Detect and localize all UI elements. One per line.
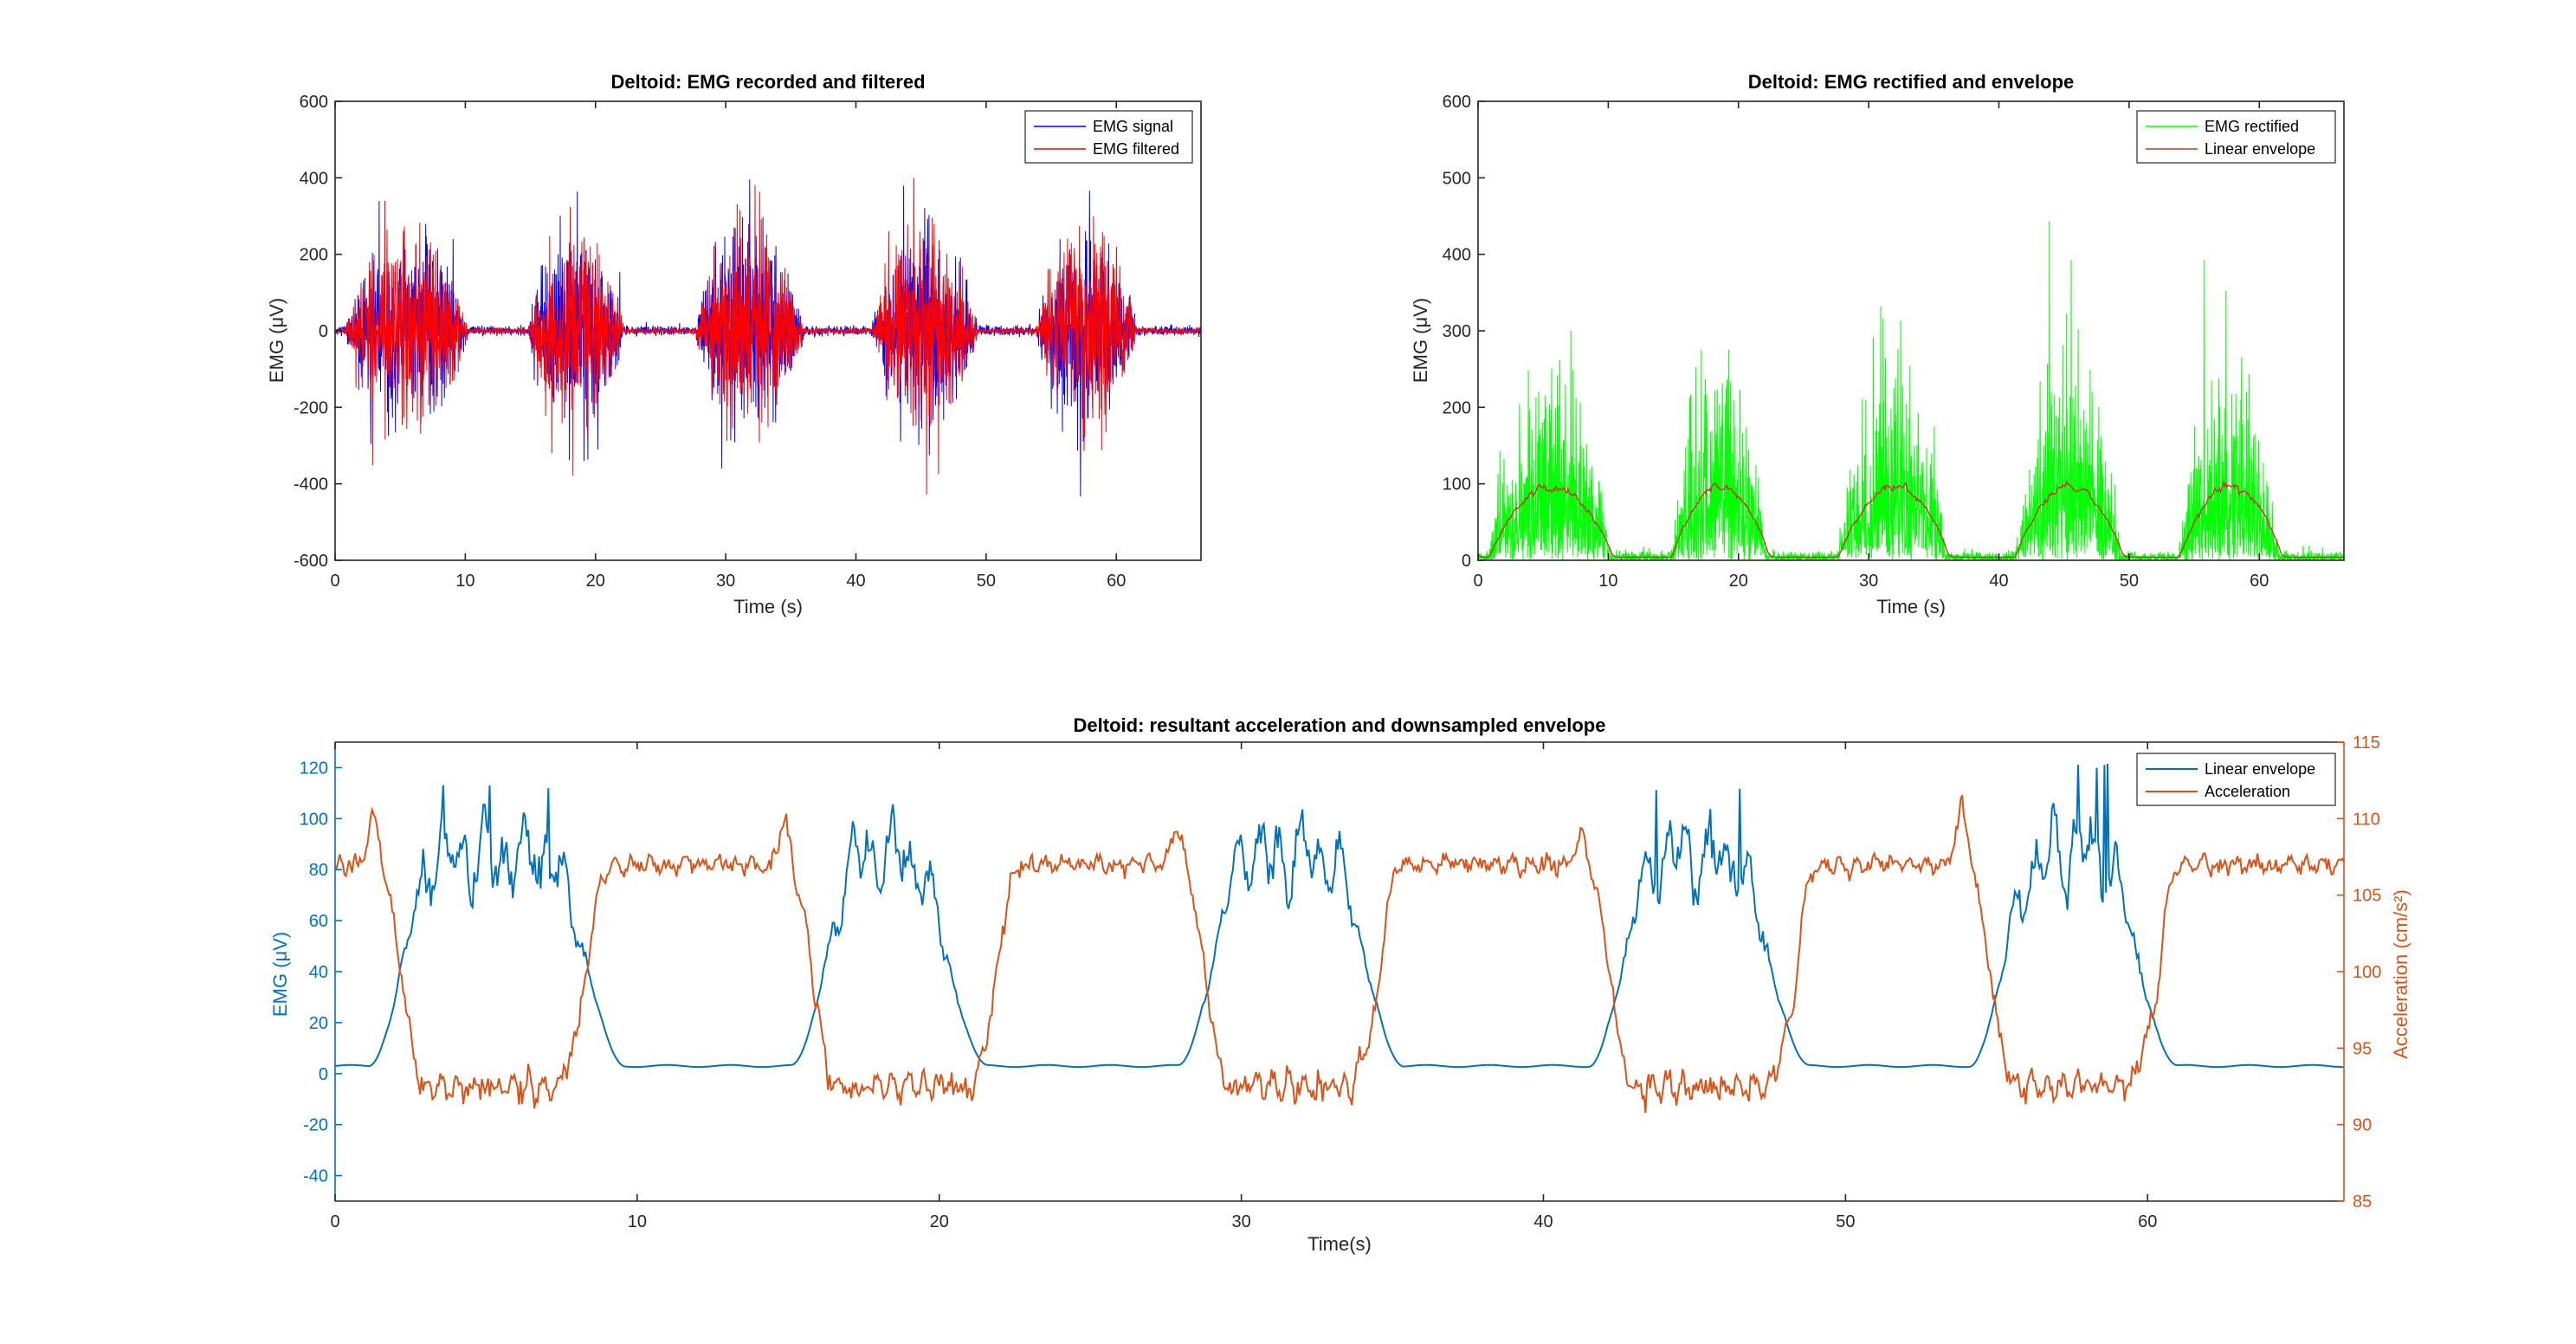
series-emg-filtered xyxy=(334,178,1202,495)
x-tick-label: 40 xyxy=(846,572,865,591)
x-tick-label: 20 xyxy=(586,572,605,591)
x-tick-label: 60 xyxy=(2250,572,2269,591)
y-tick-label: 0 xyxy=(319,1065,328,1084)
chart2-xlabel: Time (s) xyxy=(1876,596,1946,617)
chart-emg-recorded-filtered: Deltoid: EMG recorded and filtered 0 10 20… xyxy=(266,71,1202,617)
x-tick-label: 30 xyxy=(1231,1212,1250,1231)
x-tick-label: 60 xyxy=(2138,1212,2157,1231)
y-tick-label-right: 95 xyxy=(2353,1039,2372,1058)
x-tick-label: 30 xyxy=(1859,572,1878,591)
chart3-title: Deltoid: resultant acceleration and down… xyxy=(1074,714,1606,736)
y-tick-label-right: 85 xyxy=(2353,1192,2372,1212)
y-tick-label: 80 xyxy=(309,861,328,880)
y-tick-label: 20 xyxy=(309,1014,328,1033)
y-tick-label: 500 xyxy=(1443,169,1471,188)
chart1-legend: EMG signal EMG filtered xyxy=(1024,110,1193,164)
series-linear-envelope xyxy=(1477,479,2344,559)
y-tick-label-right: 90 xyxy=(2353,1116,2372,1135)
x-tick-label: 20 xyxy=(1729,572,1748,591)
y-tick-label: -200 xyxy=(294,398,328,417)
chart2-plot-area xyxy=(1477,221,2345,562)
chart1-legend-emg-filtered: EMG filtered xyxy=(1093,140,1179,158)
chart3-legend: Linear envelope Acceleration xyxy=(2136,753,2336,806)
chart2-ylabel: EMG (μV) xyxy=(1410,298,1431,383)
y-tick-label: 600 xyxy=(300,93,328,112)
y-tick-label: 400 xyxy=(1443,246,1471,265)
x-tick-label: 20 xyxy=(930,1212,949,1231)
chart3-ylabel-right: Acceleration (cm/s²) xyxy=(2390,889,2411,1059)
chart1-title: Deltoid: EMG recorded and filtered xyxy=(610,71,925,93)
chart-acceleration-envelope: Deltoid: resultant acceleration and down… xyxy=(269,714,2411,1255)
x-tick-label: 0 xyxy=(1473,572,1482,591)
chart3-legend-acceleration: Acceleration xyxy=(2205,783,2290,800)
chart3-xlabel: Time(s) xyxy=(1307,1233,1372,1255)
series-emg-rectified xyxy=(1477,221,2345,562)
y-tick-label: -40 xyxy=(303,1167,328,1186)
chart2-legend-linear-envelope: Linear envelope xyxy=(2205,140,2315,158)
chart-emg-rectified-envelope: Deltoid: EMG rectified and envelope 0 10 2… xyxy=(1410,71,2345,617)
y-tick-label: 0 xyxy=(1462,552,1471,571)
chart2-title: Deltoid: EMG rectified and envelope xyxy=(1748,71,2075,93)
series-acceleration xyxy=(334,794,2345,1114)
y-tick-label-right: 105 xyxy=(2353,887,2381,906)
chart1-plot-area xyxy=(334,178,1202,497)
chart3-plot-area xyxy=(334,763,2345,1114)
x-tick-label: 40 xyxy=(1989,572,2008,591)
y-tick-label: -400 xyxy=(294,475,328,494)
y-tick-label: 100 xyxy=(300,810,328,829)
y-tick-label: 400 xyxy=(300,169,328,188)
y-tick-label: 300 xyxy=(1443,322,1471,341)
x-tick-label: 40 xyxy=(1533,1212,1553,1231)
y-tick-label: 120 xyxy=(300,759,328,778)
chart1-xlabel: Time (s) xyxy=(733,596,803,617)
chart1-ylabel: EMG (μV) xyxy=(266,298,287,383)
x-tick-label: 0 xyxy=(330,572,339,591)
y-tick-label: 0 xyxy=(319,322,328,341)
series-linear-envelope xyxy=(334,763,2344,1069)
x-tick-label: 10 xyxy=(1598,572,1617,591)
y-tick-label-right: 115 xyxy=(2353,733,2380,753)
y-tick-label: 40 xyxy=(309,963,328,982)
chart3-ylabel-left: EMG (μV) xyxy=(269,932,291,1017)
chart3-legend-linear-envelope: Linear envelope xyxy=(2205,760,2315,778)
x-tick-label: 0 xyxy=(330,1212,339,1231)
x-tick-label: 50 xyxy=(1836,1212,1855,1231)
x-tick-label: 10 xyxy=(628,1212,647,1231)
y-tick-label: 200 xyxy=(300,246,328,265)
x-tick-label: 50 xyxy=(977,572,996,591)
y-tick-label: 600 xyxy=(1443,93,1471,112)
y-tick-label: -600 xyxy=(294,552,328,571)
x-tick-label: 60 xyxy=(1107,572,1126,591)
y-tick-label-right: 110 xyxy=(2353,810,2380,829)
y-tick-label: 60 xyxy=(309,912,328,931)
x-tick-label: 50 xyxy=(2120,572,2139,591)
chart2-legend-emg-rectified: EMG rectified xyxy=(2205,118,2299,135)
x-tick-label: 10 xyxy=(455,572,475,591)
x-tick-label: 30 xyxy=(716,572,735,591)
y-tick-label: 100 xyxy=(1443,475,1471,494)
y-tick-label: 200 xyxy=(1443,398,1471,417)
y-tick-label: -20 xyxy=(303,1116,328,1135)
chart1-legend-emg-signal: EMG signal xyxy=(1093,118,1173,135)
chart2-legend: EMG rectified Linear envelope xyxy=(2136,110,2336,164)
y-tick-label-right: 100 xyxy=(2353,963,2381,982)
